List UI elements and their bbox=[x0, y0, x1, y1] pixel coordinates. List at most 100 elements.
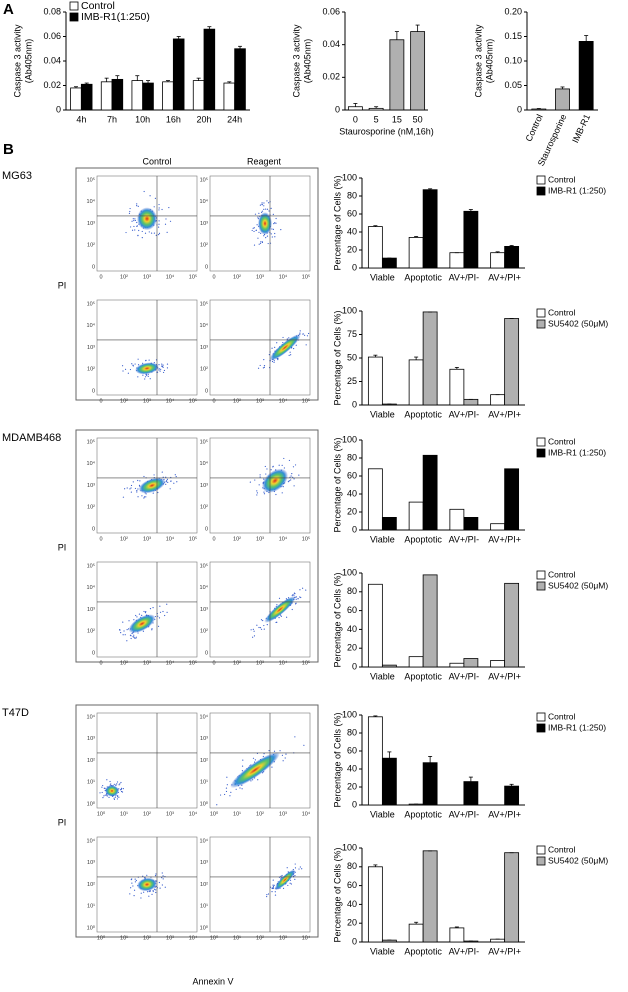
flow-plot bbox=[96, 175, 198, 272]
bar bbox=[463, 398, 479, 406]
flow-dot bbox=[152, 890, 154, 893]
flow-y-tick: 10² bbox=[87, 505, 95, 511]
flow-dot bbox=[104, 794, 106, 796]
error-bar bbox=[414, 921, 419, 925]
flow-dot bbox=[131, 882, 133, 884]
flow-dot bbox=[294, 867, 297, 869]
x-tick-label: 24h bbox=[227, 114, 242, 124]
flow-x-tick: 10⁵ bbox=[189, 273, 197, 280]
bar bbox=[449, 927, 465, 943]
flow-dot bbox=[137, 496, 139, 498]
flow-x-tick: 10¹ bbox=[120, 935, 128, 941]
flow-dot bbox=[254, 479, 256, 481]
flow-dot bbox=[262, 619, 264, 622]
flow-dot bbox=[305, 344, 307, 346]
flow-dot bbox=[141, 614, 143, 616]
legend-swatch bbox=[536, 437, 546, 447]
flow-dot bbox=[272, 884, 274, 886]
legend-swatch bbox=[536, 175, 546, 185]
flow-dot bbox=[305, 589, 307, 591]
bar bbox=[490, 660, 506, 668]
flow-x-tick: 10³ bbox=[256, 398, 264, 404]
flow-dot bbox=[290, 475, 292, 477]
flow-x-tick: 10⁵ bbox=[302, 397, 310, 404]
error-bar bbox=[353, 103, 358, 107]
y-tick-label: 40 bbox=[347, 488, 357, 498]
flow-dot bbox=[136, 491, 138, 493]
flow-x-tick: 10³ bbox=[166, 935, 174, 941]
flow-dot bbox=[151, 893, 153, 895]
flow-dot bbox=[262, 367, 264, 369]
y-tick-label: 0 bbox=[352, 799, 357, 809]
x-tick-label: AV+/PI+ bbox=[488, 409, 521, 419]
flow-dot bbox=[272, 228, 275, 230]
flow-dot bbox=[257, 367, 260, 369]
legend-swatch bbox=[536, 308, 546, 318]
flow-dot bbox=[130, 887, 132, 889]
flow-dot bbox=[266, 624, 268, 626]
flow-dot bbox=[299, 332, 301, 334]
flow-dot bbox=[124, 488, 126, 490]
flow-dot bbox=[166, 231, 168, 233]
flow-dot bbox=[158, 220, 160, 222]
flow-dot bbox=[119, 783, 121, 785]
flow-y-tick: 10² bbox=[87, 882, 95, 888]
flow-x-tick: 10³ bbox=[256, 536, 264, 542]
bar bbox=[142, 82, 154, 111]
bar bbox=[490, 938, 506, 943]
flow-dot bbox=[132, 885, 134, 887]
flow-y-tick: 0 bbox=[92, 526, 95, 532]
flow-dot bbox=[275, 493, 277, 496]
y-tick-label: 0 bbox=[517, 104, 522, 114]
flow-dot bbox=[268, 354, 270, 356]
flow-dot bbox=[122, 788, 124, 790]
flow-dot bbox=[158, 232, 161, 235]
flow-y-tick: 0 bbox=[92, 264, 95, 270]
legend-label: Control bbox=[548, 569, 576, 579]
flow-dot bbox=[160, 368, 162, 370]
legend-swatch bbox=[536, 319, 546, 329]
flow-dot bbox=[158, 207, 160, 209]
bar bbox=[422, 762, 438, 806]
error-bar bbox=[104, 77, 109, 82]
error-bar bbox=[468, 209, 473, 212]
flow-dot bbox=[144, 376, 147, 378]
flow-x-tick: 10⁴ bbox=[166, 273, 175, 280]
flow-dot bbox=[126, 487, 128, 489]
error-bar bbox=[373, 715, 378, 717]
bar bbox=[100, 81, 113, 111]
x-tick-label: 5 bbox=[374, 114, 379, 124]
error-bar bbox=[84, 82, 89, 85]
flow-dot bbox=[283, 467, 285, 469]
flow-dot bbox=[263, 205, 265, 207]
flow-dot bbox=[265, 208, 267, 210]
x-tick-label: 7h bbox=[107, 114, 117, 124]
flow-dot bbox=[281, 464, 283, 466]
flow-dot bbox=[129, 488, 131, 490]
flow-y-tick: 10⁴ bbox=[87, 584, 96, 591]
flow-x-tick: 10⁰ bbox=[210, 810, 219, 817]
x-tick-label: Viable bbox=[370, 409, 395, 419]
flow-dot bbox=[271, 360, 274, 363]
legend-label: SU5402 (50μM) bbox=[548, 580, 608, 590]
bar bbox=[422, 311, 438, 406]
flow-dot bbox=[276, 342, 278, 344]
flow-dot bbox=[285, 753, 287, 755]
flow-dot bbox=[175, 475, 177, 478]
y-tick-label: 0.15 bbox=[504, 31, 522, 41]
flow-x-tick: 10¹ bbox=[120, 811, 128, 817]
flow-y-tick: 10¹ bbox=[200, 904, 208, 910]
flow-y-tick: 10² bbox=[200, 758, 208, 764]
flow-dot bbox=[277, 358, 279, 361]
flow-dot bbox=[292, 466, 295, 468]
flow-x-tick: 10² bbox=[143, 935, 151, 941]
flow-dot bbox=[134, 363, 136, 365]
flow-dot bbox=[273, 223, 275, 225]
flow-dot bbox=[166, 478, 168, 481]
flow-dot bbox=[126, 640, 128, 642]
flow-dot bbox=[142, 875, 144, 877]
flow-dot bbox=[263, 753, 265, 755]
flow-x-tick: 0 bbox=[99, 660, 102, 666]
flow-dot bbox=[157, 615, 159, 617]
